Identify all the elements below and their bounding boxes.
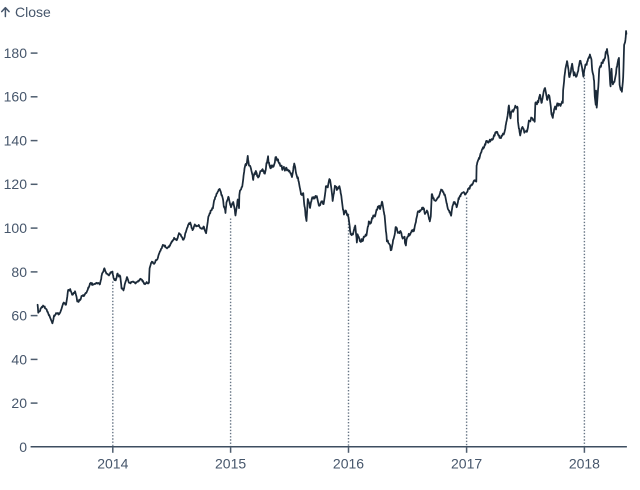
svg-text:Close: Close bbox=[15, 4, 51, 20]
svg-text:180: 180 bbox=[4, 45, 28, 61]
svg-text:80: 80 bbox=[11, 264, 27, 280]
svg-text:160: 160 bbox=[4, 89, 28, 105]
svg-text:140: 140 bbox=[4, 133, 28, 149]
svg-text:100: 100 bbox=[4, 220, 28, 236]
svg-text:2016: 2016 bbox=[333, 456, 364, 472]
svg-text:2017: 2017 bbox=[451, 456, 482, 472]
svg-text:20: 20 bbox=[11, 395, 27, 411]
svg-text:40: 40 bbox=[11, 351, 27, 367]
svg-text:2014: 2014 bbox=[97, 456, 128, 472]
svg-text:0: 0 bbox=[19, 439, 27, 455]
svg-text:60: 60 bbox=[11, 308, 27, 324]
svg-text:2018: 2018 bbox=[569, 456, 600, 472]
svg-text:120: 120 bbox=[4, 176, 28, 192]
svg-text:2015: 2015 bbox=[215, 456, 246, 472]
